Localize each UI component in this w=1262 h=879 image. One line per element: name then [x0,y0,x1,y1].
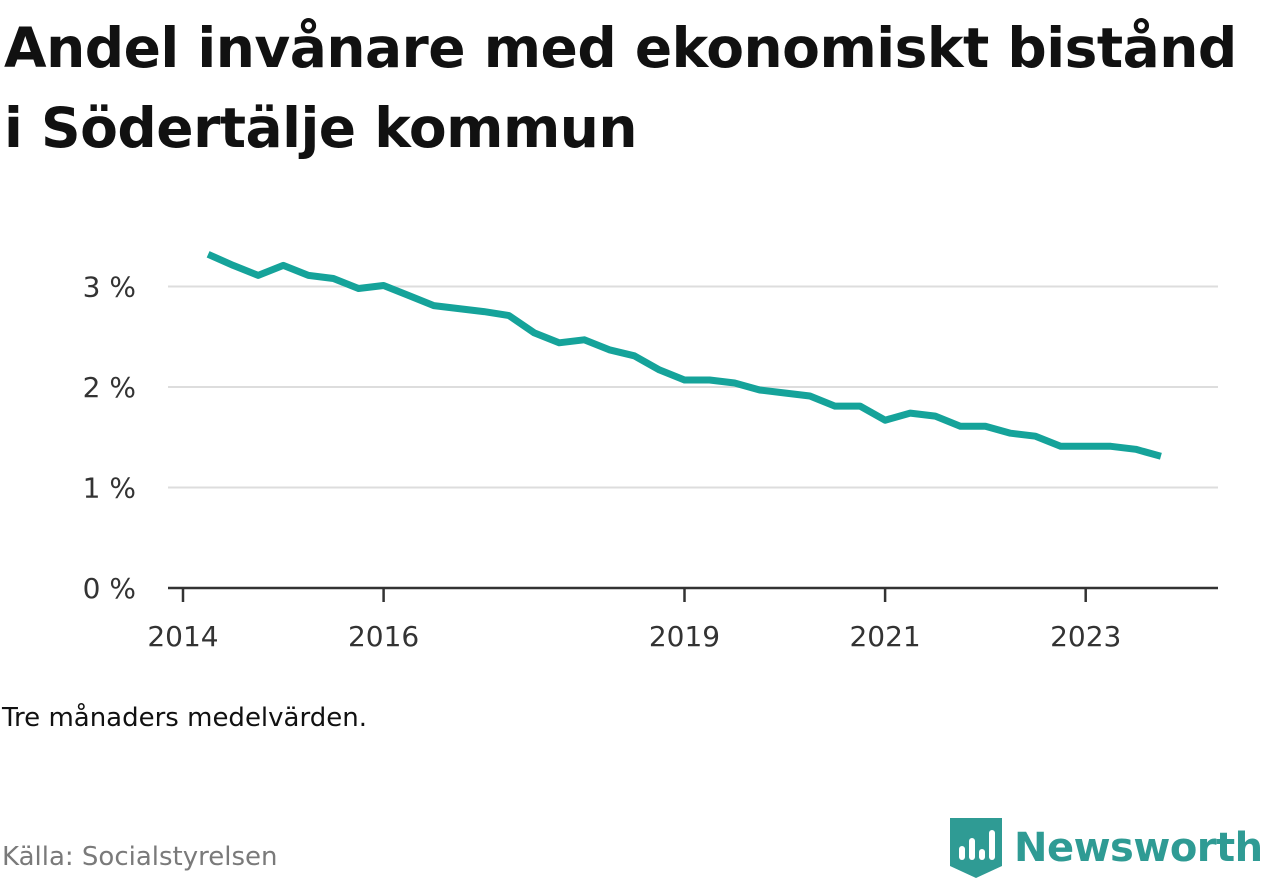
x-tick-label: 2019 [649,620,720,653]
x-tick-label: 2016 [348,620,419,653]
newsworthy-logo-icon [950,818,1002,878]
y-tick-label: 2 % [83,371,136,404]
chart-title: Andel invånare med ekonomiskt bistånd i … [4,16,1237,160]
y-tick-label: 1 % [83,472,136,505]
source-label: Källa: Socialstyrelsen [2,842,278,872]
x-tick-label: 2021 [849,620,920,653]
x-tick-label: 2014 [147,620,218,653]
y-tick-label: 0 % [83,572,136,605]
series-line [206,251,1162,460]
brand-logo: Newsworthy [950,818,1262,878]
series-layer [206,251,1162,460]
gridlines [168,285,1218,489]
brand-name: Newsworthy [1014,825,1262,871]
x-tick-label: 2023 [1050,620,1121,653]
x-axis-labels: 2014 2016 2019 2021 2023 [147,588,1121,653]
y-tick-label: 3 % [83,271,136,304]
y-axis-labels: 0 % 1 % 2 % 3 % [83,271,136,606]
chart-note: Tre månaders medelvärden. [2,703,367,733]
